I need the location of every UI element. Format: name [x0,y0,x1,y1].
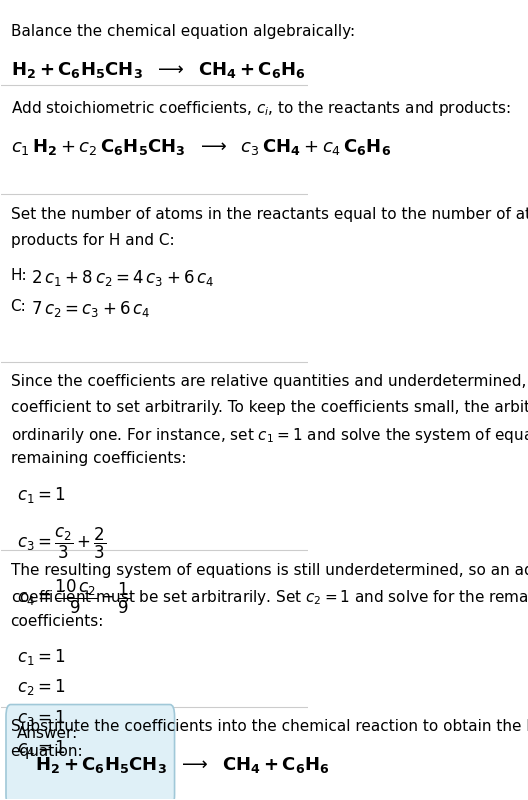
Text: coefficient must be set arbitrarily. Set $c_2 = 1$ and solve for the remaining: coefficient must be set arbitrarily. Set… [11,588,528,607]
Text: $\mathbf{H_2 + C_6H_5CH_3}$  $\longrightarrow$  $\mathbf{CH_4 + C_6H_6}$: $\mathbf{H_2 + C_6H_5CH_3}$ $\longrighta… [11,59,306,79]
Text: Substitute the coefficients into the chemical reaction to obtain the balanced: Substitute the coefficients into the che… [11,719,528,734]
Text: $\mathbf{H_2 + C_6H_5CH_3}$  $\longrightarrow$  $\mathbf{CH_4 + C_6H_6}$: $\mathbf{H_2 + C_6H_5CH_3}$ $\longrighta… [35,755,330,775]
Text: Answer:: Answer: [17,726,78,741]
Text: ordinarily one. For instance, set $c_1 = 1$ and solve the system of equations fo: ordinarily one. For instance, set $c_1 =… [11,426,528,445]
Text: $c_4 = 1$: $c_4 = 1$ [17,738,65,758]
Text: $c_1 = 1$: $c_1 = 1$ [17,647,65,667]
Text: $c_3 = \dfrac{c_2}{3} + \dfrac{2}{3}$: $c_3 = \dfrac{c_2}{3} + \dfrac{2}{3}$ [17,526,106,561]
Text: $c_3 = 1$: $c_3 = 1$ [17,708,65,728]
Text: $c_1\,\mathbf{H_2} + c_2\,\mathbf{C_6H_5CH_3}$  $\longrightarrow$  $c_3\,\mathbf: $c_1\,\mathbf{H_2} + c_2\,\mathbf{C_6H_5… [11,137,391,157]
Text: The resulting system of equations is still underdetermined, so an additional: The resulting system of equations is sti… [11,562,528,578]
FancyBboxPatch shape [6,705,175,800]
Text: Set the number of atoms in the reactants equal to the number of atoms in the: Set the number of atoms in the reactants… [11,207,528,222]
Text: $c_2 = 1$: $c_2 = 1$ [17,678,65,698]
Text: H:: H: [11,269,27,283]
Text: $2\,c_1 + 8\,c_2 = 4\,c_3 + 6\,c_4$: $2\,c_1 + 8\,c_2 = 4\,c_3 + 6\,c_4$ [31,269,214,289]
Text: Balance the chemical equation algebraically:: Balance the chemical equation algebraica… [11,24,355,38]
Text: Since the coefficients are relative quantities and underdetermined, choose a: Since the coefficients are relative quan… [11,374,528,390]
Text: equation:: equation: [11,744,83,759]
Text: coefficients:: coefficients: [11,614,104,629]
Text: Add stoichiometric coefficients, $c_i$, to the reactants and products:: Add stoichiometric coefficients, $c_i$, … [11,98,510,118]
Text: products for H and C:: products for H and C: [11,233,174,247]
Text: coefficient to set arbitrarily. To keep the coefficients small, the arbitrary va: coefficient to set arbitrarily. To keep … [11,400,528,415]
Text: $c_4 = \dfrac{10\,c_2}{9} - \dfrac{1}{9}$: $c_4 = \dfrac{10\,c_2}{9} - \dfrac{1}{9}… [17,578,130,616]
Text: $7\,c_2 = c_3 + 6\,c_4$: $7\,c_2 = c_3 + 6\,c_4$ [31,298,150,318]
Text: C:: C: [11,298,26,314]
Text: $c_1 = 1$: $c_1 = 1$ [17,485,65,505]
Text: remaining coefficients:: remaining coefficients: [11,451,186,466]
